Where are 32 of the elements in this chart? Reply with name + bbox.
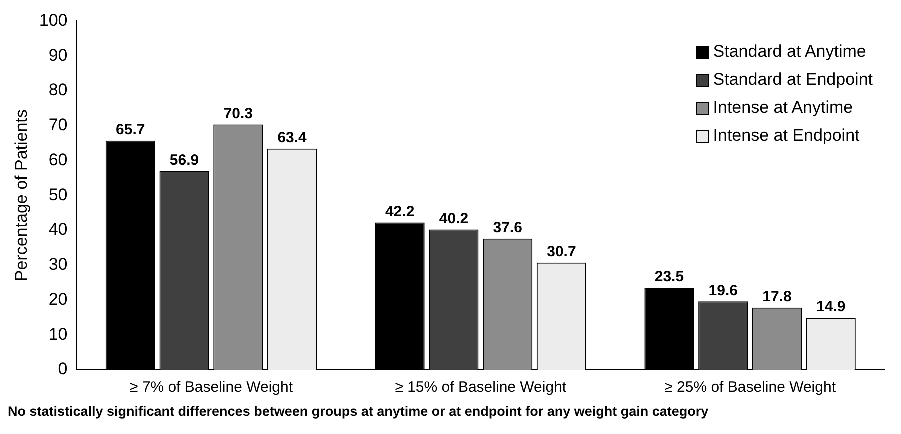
data-label: 19.6 — [708, 282, 738, 300]
y-tick-label: 100 — [39, 10, 68, 30]
data-label: 14.9 — [816, 298, 846, 316]
y-tick-label: 80 — [48, 80, 68, 100]
y-tick-label: 90 — [48, 46, 68, 65]
y-tick-label: 20 — [48, 290, 68, 309]
y-tick-label: 70 — [48, 116, 68, 135]
data-label: 17.8 — [762, 288, 792, 306]
legend-label: Intense at Anytime — [713, 97, 854, 119]
legend-label: Intense at Endpoint — [713, 125, 860, 147]
y-tick-label: 60 — [48, 150, 68, 170]
y-axis-title: Percentage of Patients — [12, 110, 31, 282]
x-tick-label: ≥ 25% of Baseline Weight — [664, 379, 837, 396]
y-tick-label: 30 — [48, 255, 68, 274]
data-label: 65.7 — [116, 121, 146, 138]
legend-label: Standard at Endpoint — [713, 69, 873, 91]
text: No statistically significant differences between groups at anytime or at endpoint for any weight gain category — [8, 404, 710, 419]
data-label: 37.6 — [493, 219, 522, 236]
x-tick-label: ≥ 15% of Baseline Weight — [395, 379, 568, 396]
data-label: 42.2 — [385, 203, 415, 220]
data-label: 30.7 — [547, 244, 576, 261]
data-label: 23.5 — [654, 268, 684, 286]
x-tick-label: ≥ 7% of Baseline Weight — [130, 379, 294, 396]
data-label: 63.4 — [278, 130, 308, 146]
data-label: 56.9 — [170, 152, 200, 170]
y-tick-label: 0 — [58, 360, 68, 379]
y-tick-label: 40 — [48, 220, 68, 240]
legend-label: Standard at Anytime — [713, 41, 866, 63]
y-tick-label: 50 — [48, 185, 68, 204]
data-label: 70.3 — [224, 105, 254, 122]
y-tick-label: 10 — [48, 324, 68, 344]
data-label: 40.2 — [439, 210, 469, 228]
